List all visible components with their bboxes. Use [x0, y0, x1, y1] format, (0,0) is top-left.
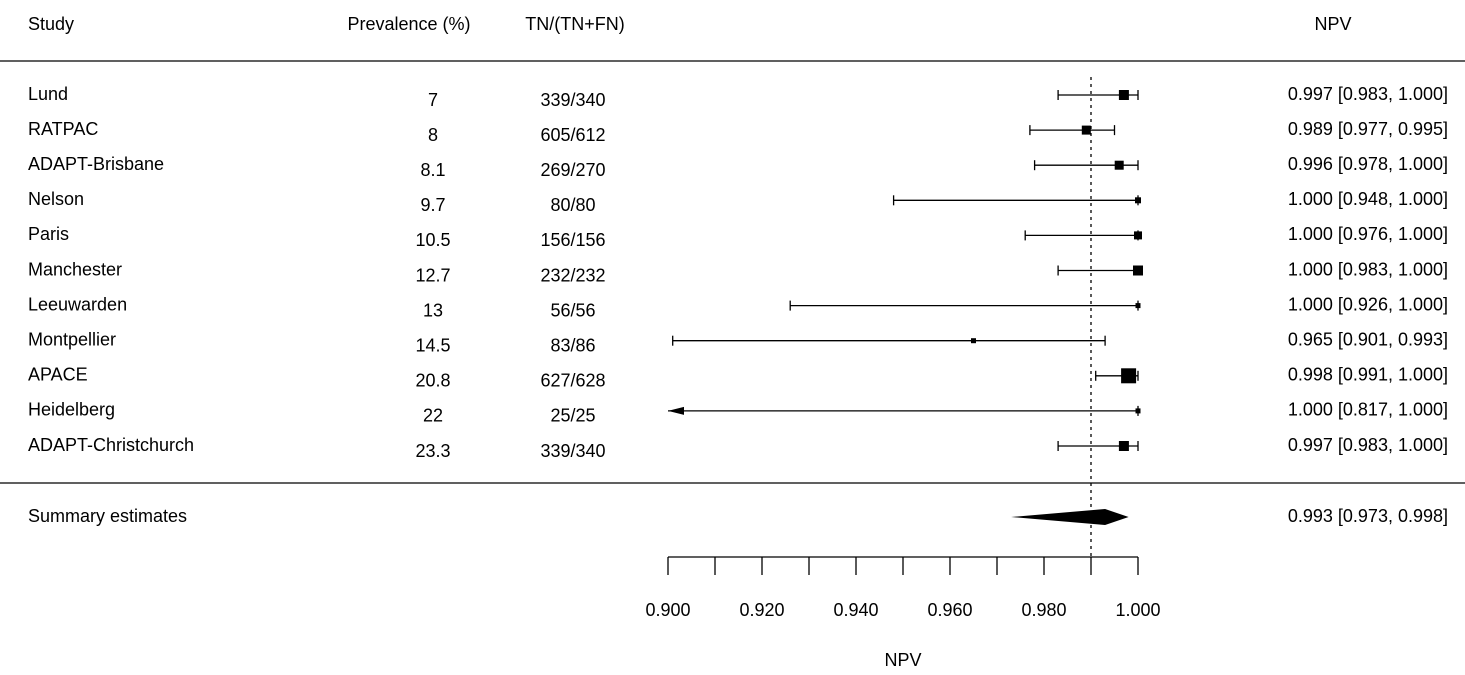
point-estimate [1114, 160, 1124, 170]
point-estimate [1135, 303, 1141, 309]
x-tick-label: 0.940 [833, 600, 878, 620]
study-name: Lund [28, 84, 68, 104]
study-name: Leeuwarden [28, 294, 127, 314]
prevalence-cell: 20.8 [415, 371, 450, 391]
prevalence-cell: 8 [428, 125, 438, 145]
point-estimate [1121, 368, 1137, 384]
summary-value-label: 0.993 [0.973, 0.998] [1288, 506, 1448, 526]
ratio-cell: 339/340 [540, 441, 605, 461]
study-name: ADAPT-Brisbane [28, 154, 164, 174]
x-tick-label: 1.000 [1115, 600, 1160, 620]
ci-arrow [668, 406, 684, 415]
value-label: 0.989 [0.977, 0.995] [1288, 119, 1448, 139]
ratio-cell: 339/340 [540, 90, 605, 110]
value-label: 0.996 [0.978, 1.000] [1288, 154, 1448, 174]
x-tick-label: 0.920 [739, 600, 784, 620]
value-label: 1.000 [0.926, 1.000] [1288, 294, 1448, 314]
value-label: 1.000 [0.817, 1.000] [1288, 400, 1448, 420]
column-header: TN/(TN+FN) [525, 14, 624, 34]
value-label: 1.000 [0.948, 1.000] [1288, 189, 1448, 209]
ratio-cell: 80/80 [550, 195, 595, 215]
prevalence-cell: 12.7 [415, 265, 450, 285]
ratio-cell: 232/232 [540, 265, 605, 285]
study-name: Nelson [28, 189, 84, 209]
point-estimate [971, 338, 976, 344]
study-name: Manchester [28, 259, 122, 279]
column-header: Prevalence (%) [347, 14, 470, 34]
x-axis-title: NPV [884, 650, 921, 670]
x-tick-label: 0.900 [645, 600, 690, 620]
summary-label: Summary estimates [28, 506, 187, 526]
ratio-cell: 56/56 [550, 300, 595, 320]
ratio-cell: 25/25 [550, 406, 595, 426]
prevalence-cell: 22 [423, 406, 443, 426]
value-label: 0.997 [0.983, 1.000] [1288, 84, 1448, 104]
point-estimate [1135, 197, 1141, 204]
prevalence-cell: 13 [423, 300, 443, 320]
value-label: 1.000 [0.983, 1.000] [1288, 259, 1448, 279]
x-tick-label: 0.960 [927, 600, 972, 620]
point-estimate [1118, 441, 1129, 451]
value-label: 1.000 [0.976, 1.000] [1288, 224, 1448, 244]
value-label: 0.965 [0.901, 0.993] [1288, 329, 1448, 349]
prevalence-cell: 8.1 [420, 160, 445, 180]
column-header: NPV [1314, 14, 1351, 34]
ratio-cell: 627/628 [540, 371, 605, 391]
value-label: 0.998 [0.991, 1.000] [1288, 365, 1448, 385]
study-name: RATPAC [28, 119, 98, 139]
point-estimate [1081, 125, 1091, 135]
study-name: APACE [28, 365, 88, 385]
study-name: Heidelberg [28, 400, 115, 420]
value-label: 0.997 [0.983, 1.000] [1288, 435, 1448, 455]
study-name: Montpellier [28, 329, 116, 349]
column-header: Study [28, 14, 74, 34]
prevalence-cell: 9.7 [420, 195, 445, 215]
ratio-cell: 83/86 [550, 335, 595, 355]
ratio-cell: 156/156 [540, 230, 605, 250]
prevalence-cell: 23.3 [415, 441, 450, 461]
study-name: ADAPT-Christchurch [28, 435, 194, 455]
ratio-cell: 269/270 [540, 160, 605, 180]
point-estimate [1135, 408, 1141, 414]
x-tick-label: 0.980 [1021, 600, 1066, 620]
summary-diamond [1011, 509, 1129, 525]
prevalence-cell: 14.5 [415, 335, 450, 355]
ratio-cell: 605/612 [540, 125, 605, 145]
point-estimate [1134, 231, 1142, 240]
point-estimate [1133, 265, 1143, 276]
prevalence-cell: 10.5 [415, 230, 450, 250]
prevalence-cell: 7 [428, 90, 438, 110]
study-name: Paris [28, 224, 69, 244]
point-estimate [1118, 90, 1129, 100]
